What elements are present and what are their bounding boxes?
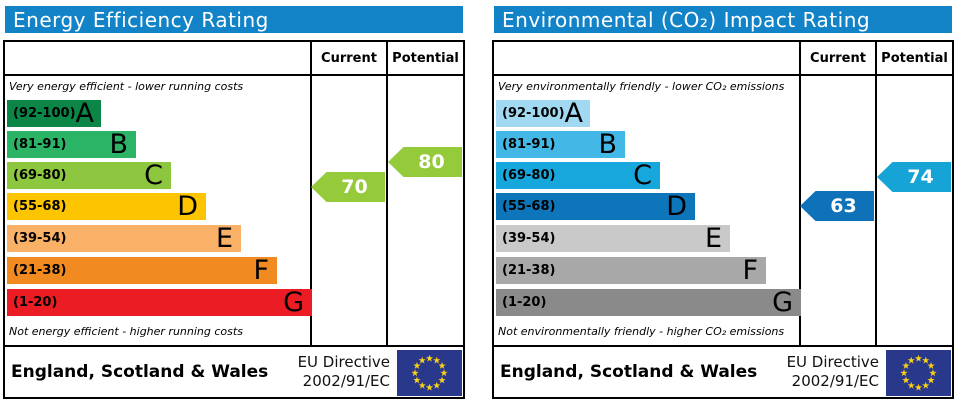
column-divider: [386, 42, 388, 345]
band-range: (39-54): [13, 231, 67, 246]
energy-table-border: [3, 40, 465, 399]
band-f: (21-38) F: [7, 257, 277, 284]
eu-flag-icon: [886, 350, 951, 396]
band-g: (1-20) G: [496, 289, 801, 316]
band-range: (69-80): [502, 168, 556, 183]
band-c: (69-80) C: [7, 162, 171, 189]
potential-rating-arrow: 80: [388, 147, 462, 177]
environmental-impact-panel: Environmental (CO₂) Impact Rating Curren…: [489, 0, 956, 404]
band-letter: D: [666, 191, 687, 222]
potential-column-header: Potential: [392, 50, 459, 66]
eu-flag-icon: [397, 350, 462, 396]
band-range: (69-80): [13, 168, 67, 183]
band-range: (55-68): [13, 199, 67, 214]
column-divider: [799, 42, 801, 345]
footer-region-label: England, Scotland & Wales: [500, 362, 758, 382]
band-letter: D: [177, 191, 198, 222]
bottom-caption: Not energy efficient - higher running co…: [9, 325, 243, 338]
top-caption: Very energy efficient - lower running co…: [9, 80, 244, 93]
current-column-header: Current: [321, 50, 377, 66]
footer-directive: EU Directive 2002/91/EC: [298, 353, 390, 391]
current-rating-arrow: 70: [311, 172, 385, 202]
band-g: (1-20) G: [7, 289, 312, 316]
band-range: (55-68): [502, 199, 556, 214]
current-rating-value: 70: [341, 176, 368, 198]
column-divider: [875, 42, 877, 345]
band-range: (81-91): [502, 137, 556, 152]
band-a: (92-100) A: [496, 100, 590, 127]
band-c: (69-80) C: [496, 162, 660, 189]
potential-rating-arrow: 74: [877, 162, 951, 192]
band-letter: E: [704, 223, 722, 254]
band-letter: E: [215, 223, 233, 254]
potential-rating-value: 74: [907, 166, 934, 188]
top-caption: Very environmentally friendly - lower CO…: [498, 80, 785, 93]
energy-efficiency-panel: Energy Efficiency Rating Current Potenti…: [0, 0, 467, 404]
band-letter: B: [109, 129, 128, 160]
band-b: (81-91) B: [7, 131, 136, 158]
band-range: (1-20): [502, 295, 547, 310]
band-range: (21-38): [502, 263, 556, 278]
band-letter: C: [144, 160, 163, 191]
footer-row-divider: [494, 345, 952, 347]
band-d: (55-68) D: [496, 193, 695, 220]
band-range: (92-100): [13, 106, 76, 121]
footer-directive: EU Directive 2002/91/EC: [787, 353, 879, 391]
bottom-caption: Not environmentally friendly - higher CO…: [498, 325, 785, 338]
band-letter: A: [564, 98, 583, 129]
potential-rating-value: 80: [418, 151, 445, 173]
current-rating-arrow: 63: [800, 191, 874, 221]
band-b: (81-91) B: [496, 131, 625, 158]
band-letter: F: [253, 255, 269, 286]
directive-line-2: 2002/91/EC: [791, 372, 879, 390]
footer-region-label: England, Scotland & Wales: [11, 362, 269, 382]
column-divider: [310, 42, 312, 345]
band-letter: B: [598, 129, 617, 160]
environmental-table-border: [492, 40, 954, 399]
footer-row-divider: [5, 345, 463, 347]
header-row-divider: [5, 74, 463, 76]
current-column-header: Current: [810, 50, 866, 66]
energy-panel-title: Energy Efficiency Rating: [13, 7, 269, 32]
band-range: (92-100): [502, 106, 565, 121]
band-e: (39-54) E: [496, 225, 730, 252]
band-range: (21-38): [13, 263, 67, 278]
band-letter: G: [283, 287, 304, 318]
header-row-divider: [494, 74, 952, 76]
potential-column-header: Potential: [881, 50, 948, 66]
band-f: (21-38) F: [496, 257, 766, 284]
directive-line-1: EU Directive: [786, 353, 879, 371]
energy-title-bar: Energy Efficiency Rating: [5, 6, 463, 33]
band-letter: C: [633, 160, 652, 191]
environmental-panel-title: Environmental (CO₂) Impact Rating: [502, 7, 871, 32]
current-rating-value: 63: [830, 195, 857, 217]
band-d: (55-68) D: [7, 193, 206, 220]
band-a: (92-100) A: [7, 100, 101, 127]
band-e: (39-54) E: [7, 225, 241, 252]
directive-line-1: EU Directive: [297, 353, 390, 371]
band-range: (39-54): [502, 231, 556, 246]
band-range: (1-20): [13, 295, 58, 310]
directive-line-2: 2002/91/EC: [302, 372, 390, 390]
band-letter: A: [75, 98, 94, 129]
environmental-title-bar: Environmental (CO₂) Impact Rating: [494, 6, 952, 33]
band-letter: G: [772, 287, 793, 318]
band-letter: F: [742, 255, 758, 286]
band-range: (81-91): [13, 137, 67, 152]
